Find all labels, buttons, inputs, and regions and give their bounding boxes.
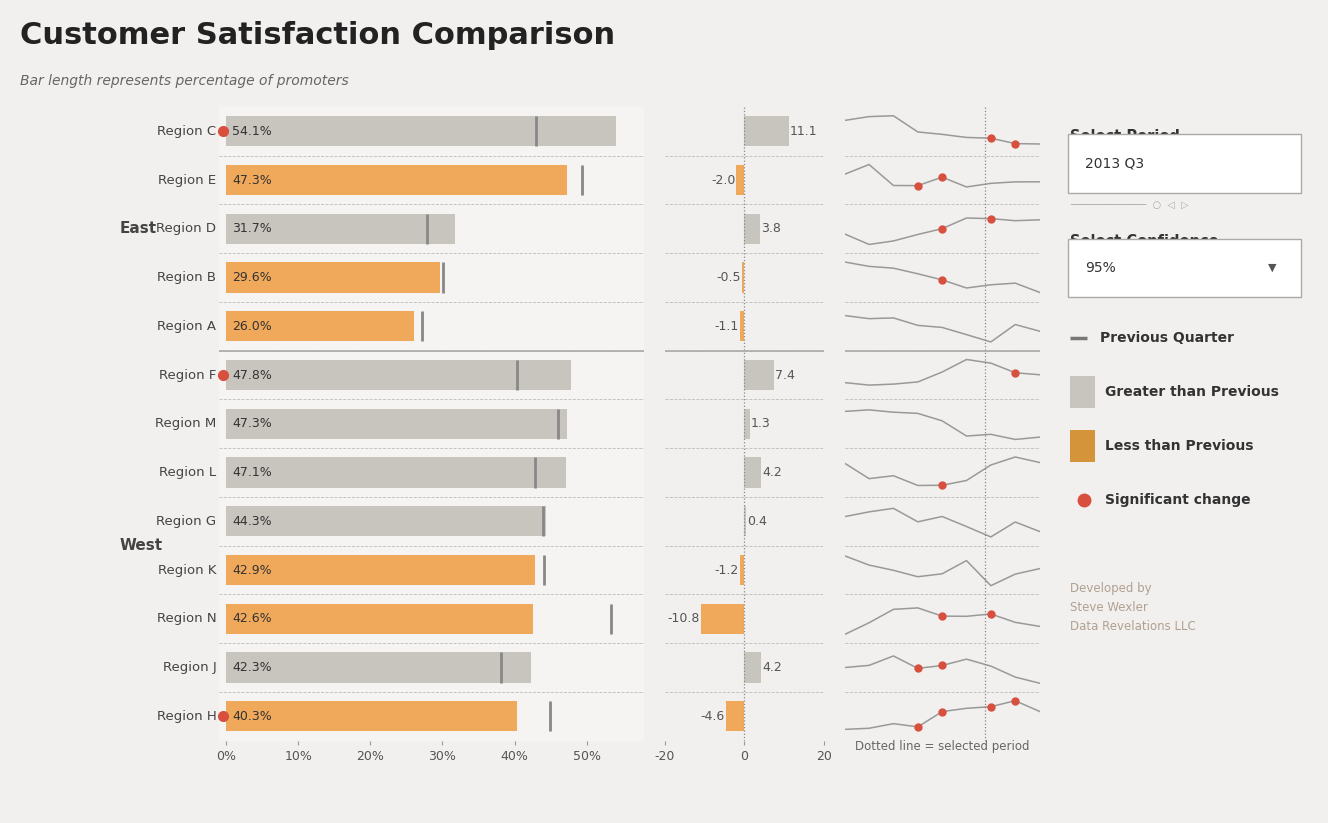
Text: -0.5: -0.5 bbox=[717, 271, 741, 284]
Bar bbox=[701, 604, 745, 634]
Text: -2.0: -2.0 bbox=[710, 174, 736, 187]
Bar bbox=[745, 653, 761, 683]
Bar bbox=[745, 116, 789, 146]
Text: Dotted line = selected period: Dotted line = selected period bbox=[855, 740, 1029, 753]
Bar bbox=[226, 409, 567, 439]
Text: Region H: Region H bbox=[157, 709, 216, 723]
Text: 47.8%: 47.8% bbox=[232, 369, 272, 382]
Text: 47.1%: 47.1% bbox=[232, 466, 272, 479]
Bar bbox=[226, 263, 440, 293]
Text: Select Period: Select Period bbox=[1070, 129, 1179, 144]
Text: 1.3: 1.3 bbox=[750, 417, 770, 430]
Text: 44.3%: 44.3% bbox=[232, 515, 272, 528]
Text: Region K: Region K bbox=[158, 564, 216, 577]
Text: Region G: Region G bbox=[157, 515, 216, 528]
Bar bbox=[726, 701, 745, 732]
Bar bbox=[226, 165, 567, 195]
Text: 95%: 95% bbox=[1085, 261, 1116, 275]
Text: 4.2: 4.2 bbox=[762, 466, 782, 479]
Text: West: West bbox=[120, 538, 162, 553]
Text: Region L: Region L bbox=[159, 466, 216, 479]
Text: Region M: Region M bbox=[155, 417, 216, 430]
FancyBboxPatch shape bbox=[1070, 376, 1094, 408]
Text: -1.2: -1.2 bbox=[714, 564, 738, 577]
Text: 0.4: 0.4 bbox=[748, 515, 768, 528]
Bar bbox=[226, 701, 517, 732]
Text: 47.3%: 47.3% bbox=[232, 417, 272, 430]
Bar bbox=[226, 555, 535, 585]
Text: Region D: Region D bbox=[157, 222, 216, 235]
Bar bbox=[745, 360, 774, 390]
Text: Previous Quarter: Previous Quarter bbox=[1100, 332, 1234, 346]
Text: 3.8: 3.8 bbox=[761, 222, 781, 235]
Bar bbox=[226, 653, 531, 683]
Text: Less than Previous: Less than Previous bbox=[1105, 439, 1254, 453]
Bar bbox=[226, 116, 616, 146]
Text: Customer Satisfaction Comparison: Customer Satisfaction Comparison bbox=[20, 21, 615, 49]
Text: 11.1: 11.1 bbox=[790, 125, 818, 138]
Text: 42.3%: 42.3% bbox=[232, 661, 272, 674]
Bar bbox=[226, 506, 546, 537]
Text: 47.3%: 47.3% bbox=[232, 174, 272, 187]
Text: 2013 Q3: 2013 Q3 bbox=[1085, 156, 1143, 170]
Text: Select Confidence: Select Confidence bbox=[1070, 234, 1219, 249]
Text: 54.1%: 54.1% bbox=[232, 125, 272, 138]
Text: Region J: Region J bbox=[163, 661, 216, 674]
Bar bbox=[745, 409, 749, 439]
Text: -10.8: -10.8 bbox=[668, 612, 700, 625]
Text: Region A: Region A bbox=[158, 320, 216, 332]
Bar bbox=[226, 214, 454, 244]
Text: Region F: Region F bbox=[159, 369, 216, 382]
Text: Region C: Region C bbox=[157, 125, 216, 138]
Text: Region E: Region E bbox=[158, 174, 216, 187]
FancyBboxPatch shape bbox=[1068, 239, 1300, 297]
Text: ─────────────  ○  ◁  ▷: ───────────── ○ ◁ ▷ bbox=[1070, 200, 1189, 210]
Text: 40.3%: 40.3% bbox=[232, 709, 272, 723]
Bar bbox=[740, 555, 745, 585]
FancyBboxPatch shape bbox=[1070, 430, 1094, 462]
Text: 4.2: 4.2 bbox=[762, 661, 782, 674]
Text: -1.1: -1.1 bbox=[714, 320, 738, 332]
Text: East: East bbox=[120, 221, 157, 236]
Bar bbox=[745, 214, 760, 244]
Text: 29.6%: 29.6% bbox=[232, 271, 272, 284]
FancyBboxPatch shape bbox=[1068, 134, 1300, 193]
Text: -4.6: -4.6 bbox=[701, 709, 725, 723]
Text: Developed by
Steve Wexler
Data Revelations LLC: Developed by Steve Wexler Data Revelatio… bbox=[1070, 583, 1195, 633]
Bar bbox=[226, 360, 571, 390]
Bar bbox=[737, 165, 745, 195]
Text: 42.6%: 42.6% bbox=[232, 612, 272, 625]
Text: 26.0%: 26.0% bbox=[232, 320, 272, 332]
Text: Significant change: Significant change bbox=[1105, 493, 1251, 507]
Text: Region N: Region N bbox=[157, 612, 216, 625]
Bar bbox=[226, 604, 534, 634]
Bar bbox=[226, 458, 566, 488]
Bar bbox=[745, 506, 746, 537]
Bar bbox=[742, 263, 745, 293]
Text: ▼: ▼ bbox=[1268, 263, 1278, 273]
Text: Greater than Previous: Greater than Previous bbox=[1105, 385, 1279, 399]
Bar bbox=[740, 311, 745, 342]
Bar bbox=[745, 458, 761, 488]
Text: 7.4: 7.4 bbox=[776, 369, 795, 382]
Text: Bar length represents percentage of promoters: Bar length represents percentage of prom… bbox=[20, 74, 349, 88]
Bar bbox=[226, 311, 413, 342]
Text: 42.9%: 42.9% bbox=[232, 564, 272, 577]
Text: Region B: Region B bbox=[158, 271, 216, 284]
Text: 31.7%: 31.7% bbox=[232, 222, 272, 235]
